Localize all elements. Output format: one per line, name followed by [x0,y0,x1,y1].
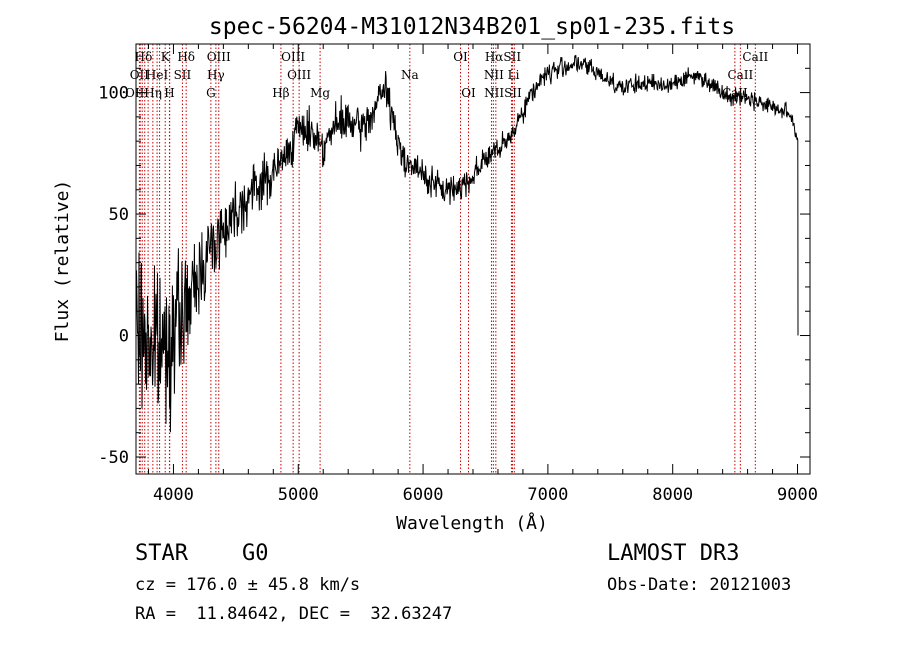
x-tick-label: 6000 [403,485,444,505]
line-label: CaII [727,68,753,82]
line-label: Na [401,68,419,82]
y-axis-label: Flux (relative) [52,180,73,343]
chart-title: spec-56204-M31012N34B201_sp01-235.fits [209,14,735,40]
coordinates-label: RA = 11.84642, DEC = 32.63247 [135,604,452,624]
line-label: NII Li [484,68,520,82]
x-tick-label: 7000 [527,485,568,505]
line-label: NIISII [484,86,522,100]
y-tick-label: -50 [98,448,129,468]
obs-date-label: Obs-Date: 20121003 [607,575,791,595]
line-label: G [206,86,216,100]
line-label: Hδ [177,50,195,64]
line-label: Mg [310,86,330,100]
redshift-label: cz = 176.0 ± 45.8 km/s [135,575,360,595]
line-label: OIII [281,50,305,64]
x-tick-label: 4000 [153,485,194,505]
line-label: SII [174,68,192,82]
line-label: Hγ [207,68,225,82]
y-tick-label: 100 [98,84,129,104]
x-axis-label: Wavelength (Å) [396,512,548,534]
line-label: OIII [287,68,311,82]
x-axis-ticks: 4000 5000 6000 7000 8000 9000 [147,44,818,505]
x-tick-label: 8000 [652,485,693,505]
x-tick-label: 9000 [777,485,818,505]
line-label: OI [461,86,476,100]
line-label: HeI [146,68,169,82]
line-label: HαSII [485,50,522,64]
line-label: OII [130,68,150,82]
line-label: OI [453,50,468,64]
line-label: H [164,86,174,100]
line-label: CaII [742,50,768,64]
line-label: K [161,50,171,64]
y-tick-label: 50 [109,205,129,225]
line-label: Hδ [135,50,153,64]
subclass-label: G0 [242,541,269,566]
spectrum-series-line [135,54,799,433]
survey-label: LAMOST DR3 [607,541,739,566]
x-tick-label: 5000 [278,485,319,505]
y-axis-ticks: -50 0 50 100 [98,67,810,468]
object-class-label: STAR [135,541,189,566]
y-tick-label: 0 [119,327,129,347]
line-label: OIII [207,50,231,64]
line-label: Hβ [272,86,289,100]
